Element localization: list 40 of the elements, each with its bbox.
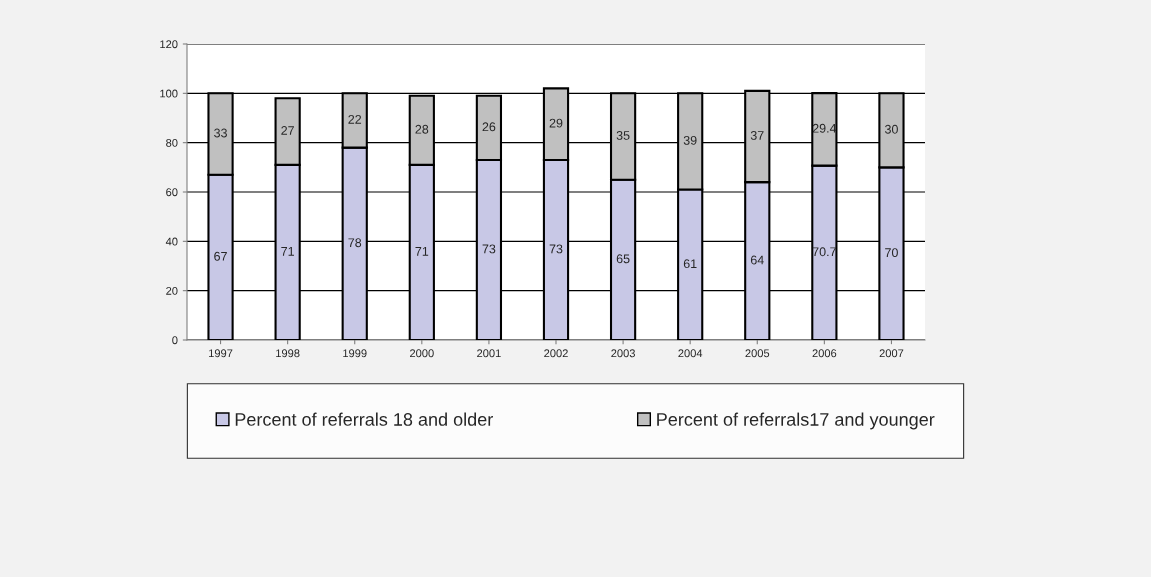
legend-label: Percent of referrals17 and younger bbox=[657, 412, 935, 430]
x-tick-label: 2006 bbox=[812, 349, 837, 358]
x-tick-label: 1999 bbox=[343, 349, 367, 358]
y-tick-label: 100 bbox=[160, 89, 178, 98]
data-label: 64 bbox=[750, 255, 764, 265]
data-label: 26 bbox=[482, 122, 496, 132]
x-tick-label: 1997 bbox=[209, 349, 233, 358]
x-tick-label: 2004 bbox=[678, 349, 703, 358]
data-label: 28 bbox=[415, 124, 429, 134]
x-tick-label: 1998 bbox=[276, 349, 300, 358]
legend-label: Percent of referrals 18 and older bbox=[235, 412, 493, 426]
y-tick-label: 0 bbox=[172, 336, 178, 345]
y-tick-label: 20 bbox=[166, 286, 178, 295]
x-tick-label: 2002 bbox=[544, 349, 568, 358]
data-label: 78 bbox=[348, 238, 362, 248]
data-label: 65 bbox=[616, 254, 630, 264]
x-tick-label: 2000 bbox=[410, 349, 434, 358]
data-label: 67 bbox=[214, 251, 227, 261]
data-label: 37 bbox=[750, 131, 764, 140]
x-tick-label: 2005 bbox=[745, 349, 770, 358]
x-tick-label: 2003 bbox=[611, 349, 635, 358]
y-tick-label: 40 bbox=[165, 237, 178, 246]
y-tick-label: 60 bbox=[166, 188, 178, 197]
data-label: 27 bbox=[281, 126, 294, 135]
x-tick-label: 2007 bbox=[879, 349, 904, 358]
data-label: 22 bbox=[348, 114, 362, 124]
y-tick-label: 80 bbox=[166, 138, 178, 147]
data-label: 29 bbox=[549, 118, 563, 128]
data-label: 61 bbox=[683, 259, 697, 269]
data-label: 33 bbox=[214, 128, 227, 138]
data-label: 39 bbox=[683, 135, 697, 145]
data-label: 71 bbox=[281, 247, 294, 256]
data-label: 73 bbox=[549, 244, 563, 254]
data-label: 35 bbox=[616, 131, 630, 140]
data-label: 30 bbox=[884, 124, 898, 134]
x-tick-label: 2001 bbox=[477, 349, 501, 358]
data-label: 70 bbox=[885, 248, 898, 258]
data-label: 73 bbox=[482, 244, 496, 254]
y-tick-label: 120 bbox=[160, 40, 178, 49]
data-label: 71 bbox=[415, 247, 429, 256]
